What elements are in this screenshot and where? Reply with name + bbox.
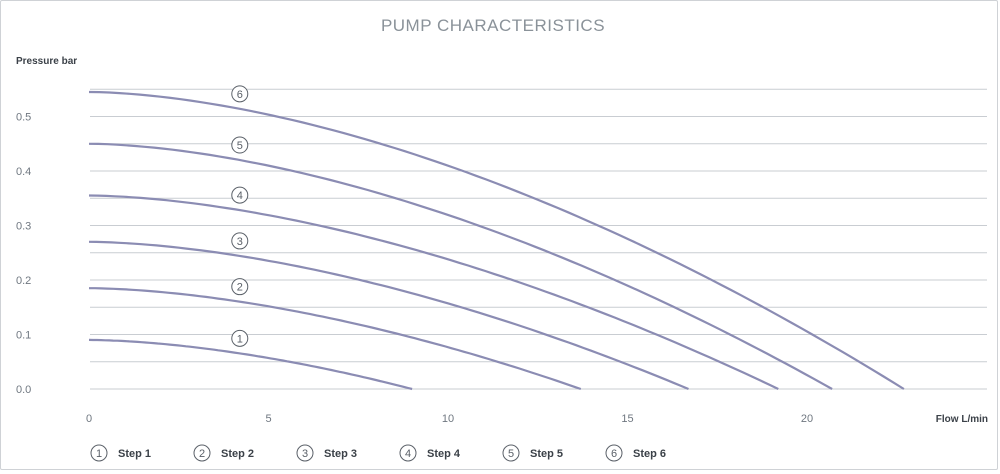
series-marker-step-5: 5: [231, 136, 249, 154]
legend-item-step-1: 1 Step 1: [90, 444, 151, 462]
legend-marker-number: 5: [508, 448, 514, 460]
series-marker-step-1: 1: [231, 329, 249, 347]
legend-label: Step 6: [633, 448, 666, 460]
legend-marker-number: 3: [302, 448, 308, 460]
y-tick-labels: 0.0 0.1 0.2 0.3 0.4 0.5: [16, 112, 31, 397]
series-marker-step-4: 4: [231, 186, 249, 204]
x-tick-label: 15: [621, 413, 633, 425]
chart-title: PUMP CHARACTERISTICS: [381, 16, 605, 35]
x-tick-label: 5: [265, 413, 271, 425]
legend-marker-circle: [399, 444, 417, 462]
series-curve-step-2: [89, 287, 582, 391]
marker-number: 6: [237, 89, 243, 101]
legend-marker-number: 6: [611, 448, 617, 460]
x-tick-label: 0: [86, 413, 92, 425]
series-curve-step-6: [88, 90, 905, 390]
x-tick-labels: 0 5 10 15 20: [86, 413, 813, 425]
y-axis-label: Pressure bar: [16, 56, 77, 67]
series-curves: [88, 90, 905, 391]
y-tick-label: 0.5: [16, 112, 31, 124]
legend-label: Step 3: [324, 448, 357, 460]
marker-number: 4: [237, 190, 243, 202]
legend-item-step-4: 4 Step 4: [399, 444, 461, 462]
legend-marker-circle: [502, 444, 520, 462]
marker-circle: [231, 136, 249, 154]
marker-number: 1: [237, 333, 243, 345]
legend-label: Step 5: [530, 448, 563, 460]
y-tick-label: 0.2: [16, 275, 31, 287]
marker-circle: [231, 278, 249, 296]
legend-label: Step 2: [221, 448, 254, 460]
marker-number: 5: [237, 140, 243, 152]
legend: 1 Step 1 2 Step 2 3 Step 3 4 Step 4 5 Step 5 6 Step…: [90, 444, 666, 462]
y-tick-label: 0.4: [16, 166, 31, 178]
series-curve-step-1: [88, 338, 413, 391]
legend-marker-number: 4: [405, 448, 411, 460]
x-axis-label: Flow L/min: [936, 414, 988, 425]
marker-number: 2: [237, 282, 243, 294]
x-tick-label: 20: [801, 413, 813, 425]
series-marker-step-6: 6: [231, 85, 249, 103]
grid-lines: [90, 88, 987, 390]
marker-circle: [231, 186, 249, 204]
legend-marker-circle: [193, 444, 211, 462]
series-marker-step-2: 2: [231, 278, 249, 296]
marker-circle: [231, 232, 249, 250]
legend-label: Step 1: [118, 448, 151, 460]
legend-item-step-5: 5 Step 5: [502, 444, 563, 462]
legend-item-step-3: 3 Step 3: [296, 444, 357, 462]
y-tick-label: 0.3: [16, 221, 31, 233]
series-curve-step-3: [88, 240, 689, 391]
legend-marker-circle: [605, 444, 623, 462]
legend-label: Step 4: [427, 448, 461, 460]
series-marker-step-3: 3: [231, 232, 249, 250]
legend-marker-circle: [296, 444, 314, 462]
series-curve-step-4: [88, 194, 779, 390]
marker-circle: [231, 329, 249, 347]
legend-item-step-2: 2 Step 2: [193, 444, 254, 462]
y-tick-label: 0.1: [16, 330, 31, 342]
legend-marker-number: 1: [96, 448, 102, 460]
marker-number: 3: [237, 236, 243, 248]
legend-marker-circle: [90, 444, 108, 462]
y-tick-label: 0.0: [16, 384, 31, 396]
marker-circle: [231, 85, 249, 103]
series-markers: 1 2 3 4 5 6: [231, 85, 249, 347]
series-curve-step-5: [88, 142, 833, 390]
legend-marker-number: 2: [199, 448, 205, 460]
legend-item-step-6: 6 Step 6: [605, 444, 666, 462]
x-tick-label: 10: [442, 413, 454, 425]
